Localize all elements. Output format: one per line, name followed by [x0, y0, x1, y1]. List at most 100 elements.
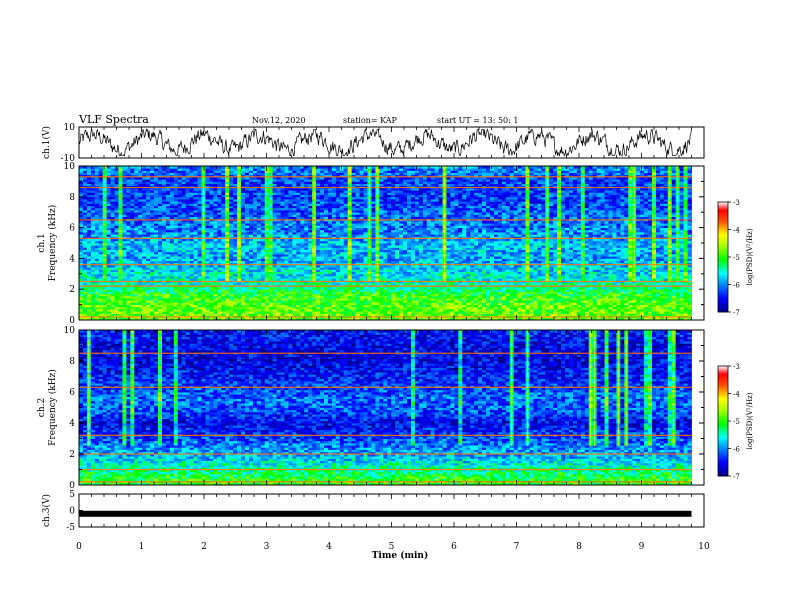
- spectrogram-cell: [130, 265, 135, 268]
- spectrogram-cell: [217, 278, 222, 281]
- spectrogram-cell: [272, 203, 277, 206]
- spectrogram-cell: [138, 207, 143, 211]
- spectrogram-cell: [106, 170, 112, 173]
- spectrogram-cell: [193, 256, 198, 259]
- spectrogram-cell: [241, 201, 246, 204]
- spectrogram-cell: [86, 216, 92, 220]
- spectrogram-cell: [268, 317, 274, 321]
- spectrogram-cell: [260, 260, 266, 264]
- spectrogram-cell: [146, 166, 151, 169]
- spectrogram-cell: [244, 243, 250, 246]
- spectrogram-cell: [118, 236, 123, 239]
- spectrogram-cell: [272, 223, 277, 226]
- spectrogram-cell: [233, 317, 238, 321]
- spectrogram-cell: [146, 229, 151, 233]
- spectrogram-cell: [221, 269, 226, 272]
- spectrogram-cell: [169, 309, 175, 312]
- spectrogram-cell: [177, 254, 183, 257]
- spectrogram-cell: [150, 317, 155, 321]
- spectrogram-cell: [181, 223, 187, 226]
- spectrogram-cell: [256, 234, 262, 237]
- spectrogram-cell: [118, 192, 123, 195]
- spectrogram-cell: [197, 306, 202, 310]
- spectrogram-cell: [193, 249, 198, 253]
- spectrogram-cell: [256, 271, 262, 275]
- spectrogram-cell: [158, 223, 163, 226]
- spectrogram-cell: [94, 221, 100, 224]
- spectrogram-cell: [161, 170, 167, 173]
- spectrogram-cell: [126, 247, 131, 250]
- spectrogram-cell: [82, 223, 88, 226]
- spectrogram-cell: [138, 225, 143, 228]
- spectrogram-cell: [268, 172, 274, 176]
- spectrogram-cell: [205, 177, 210, 180]
- spectrogram-cell: [241, 278, 246, 281]
- spectrogram-cell: [331, 289, 337, 292]
- spectrogram-cell: [173, 295, 179, 299]
- spectrogram-cell: [102, 295, 108, 299]
- spectrogram-cell: [221, 192, 226, 195]
- spectrogram-cell: [308, 201, 313, 204]
- spectrogram-cell: [86, 188, 92, 191]
- spectrogram-cell: [110, 258, 115, 261]
- spectrogram-cell: [221, 278, 226, 281]
- spectrogram-cell: [146, 249, 151, 253]
- spectrogram-cell: [288, 174, 293, 178]
- spectrogram-cell: [138, 295, 143, 299]
- spectrogram-cell: [138, 269, 143, 272]
- spectrogram-cell: [79, 260, 84, 264]
- spectrogram-cell: [90, 236, 96, 239]
- spectrogram-cell: [280, 243, 285, 246]
- spectrogram-cell: [213, 183, 218, 187]
- spectrogram-cell: [260, 188, 266, 191]
- spectrogram-cell: [79, 240, 84, 244]
- spectrogram-cell: [268, 210, 274, 213]
- spectrogram-cell: [300, 177, 305, 180]
- spectrogram-cell: [284, 232, 289, 235]
- spectrogram-cell: [221, 238, 226, 242]
- spectrogram-cell: [339, 223, 345, 226]
- spectrogram-cell: [256, 240, 262, 244]
- spectrogram-cell: [316, 278, 321, 281]
- spectrogram-cell: [106, 232, 112, 235]
- spectrogram-cell: [134, 212, 139, 215]
- spectrogram-cell: [201, 302, 206, 305]
- spectrogram-cell: [300, 267, 305, 270]
- spectrogram-cell: [217, 234, 222, 237]
- spectrogram-cell: [304, 170, 309, 173]
- spectrogram-cell: [268, 168, 274, 171]
- spectrogram-cell: [233, 311, 238, 314]
- spectrogram-cell: [256, 267, 262, 270]
- spectrogram-cell: [296, 260, 301, 264]
- spectrogram-cell: [98, 203, 104, 206]
- spectrogram-cell: [280, 278, 285, 281]
- spectrogram-cell: [308, 207, 313, 211]
- spectrogram-cell: [209, 306, 214, 310]
- spectrogram-cell: [296, 221, 301, 224]
- spectrogram-cell: [193, 183, 198, 187]
- spectrogram-cell: [201, 293, 206, 297]
- spectrogram-cell: [221, 203, 226, 206]
- spectrogram-cell: [335, 227, 341, 231]
- spectrogram-cell: [268, 212, 274, 215]
- spectrogram-cell: [158, 216, 163, 220]
- spectrogram-cell: [205, 278, 210, 281]
- spectrogram-cell: [225, 295, 230, 299]
- spectrogram-cell: [185, 192, 191, 195]
- spectrogram-cell: [292, 243, 297, 246]
- spectrogram-cell: [86, 199, 92, 202]
- spectrogram-cell: [256, 214, 262, 217]
- spectrogram-cell: [316, 210, 321, 213]
- spectrogram-cell: [296, 179, 301, 182]
- spectrogram-cell: [264, 313, 270, 316]
- spectrogram-cell: [308, 194, 313, 198]
- spectrogram-cell: [86, 234, 92, 237]
- spectrogram-cell: [189, 210, 194, 213]
- spectrogram-cell: [244, 260, 250, 264]
- spectrogram-cell: [90, 269, 96, 272]
- spectrogram-cell: [150, 313, 155, 316]
- spectrogram-cell: [142, 201, 147, 204]
- spectrogram-cell: [264, 300, 270, 303]
- spectrogram-cell: [300, 236, 305, 239]
- spectrogram-cell: [150, 221, 155, 224]
